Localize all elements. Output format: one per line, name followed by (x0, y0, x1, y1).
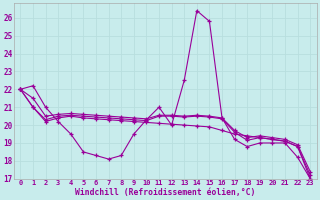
X-axis label: Windchill (Refroidissement éolien,°C): Windchill (Refroidissement éolien,°C) (75, 188, 255, 197)
